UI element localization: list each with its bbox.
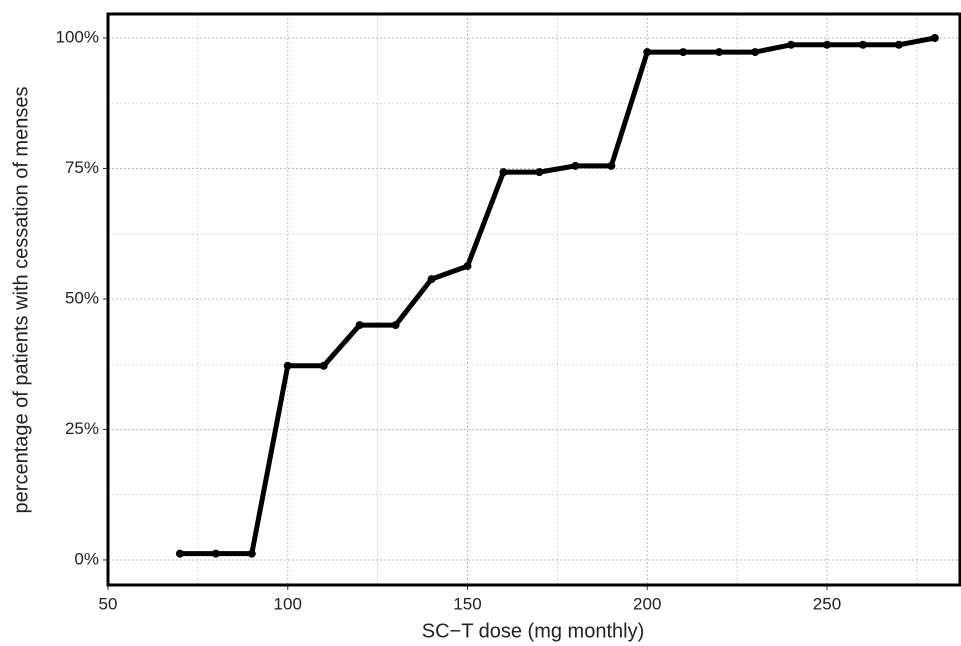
data-point [751, 48, 760, 57]
data-point [535, 168, 544, 177]
y-axis-label: percentage of patients with cessation of… [10, 87, 32, 514]
data-point [715, 48, 724, 57]
data-point [571, 161, 580, 170]
data-point [463, 262, 472, 271]
x-tick-label: 250 [813, 594, 841, 613]
data-point [679, 48, 688, 57]
data-point [175, 549, 184, 558]
y-tick-label: 0% [74, 549, 99, 568]
plot-border [106, 12, 961, 587]
data-point [283, 361, 292, 370]
y-tick-label: 100% [56, 27, 99, 46]
data-point [319, 361, 328, 370]
data-line [179, 35, 936, 557]
data-point [247, 549, 256, 558]
x-axis-label: SC−T dose (mg monthly) [422, 620, 645, 642]
x-tick-label: 150 [453, 594, 481, 613]
data-point [607, 161, 616, 170]
x-tick-label: 200 [633, 594, 661, 613]
y-tick-label: 50% [65, 288, 99, 307]
data-point [894, 40, 903, 49]
data-point [211, 549, 220, 558]
x-tick-label: 100 [274, 594, 302, 613]
data-point [787, 40, 796, 49]
data-point [822, 40, 831, 49]
data-point [858, 40, 867, 49]
data-point [427, 275, 436, 284]
y-tick-label: 75% [65, 158, 99, 177]
data-point [499, 168, 508, 177]
data-point [391, 321, 400, 330]
data-point [643, 48, 652, 57]
data-point [355, 321, 364, 330]
x-tick-label: 50 [99, 594, 118, 613]
data-point [930, 34, 939, 43]
y-tick-label: 25% [65, 419, 99, 438]
